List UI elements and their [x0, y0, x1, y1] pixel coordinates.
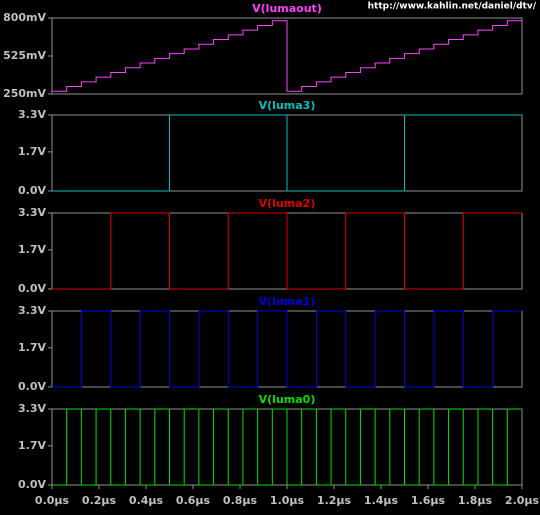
x-tick-label: 0.2µs [82, 494, 117, 507]
legend-title: V(luma2) [259, 197, 316, 210]
y-tick-label: 800mV [3, 11, 46, 24]
url-note: http://www.kahlin.net/daniel/dtv/ [368, 2, 537, 12]
x-tick-label: 1.6µs [411, 494, 446, 507]
y-tick-label: 0.0V [18, 282, 46, 295]
x-tick-label: 0.6µs [176, 494, 211, 507]
y-tick-label: 3.3V [18, 402, 46, 415]
y-tick-label: 1.7V [18, 145, 46, 158]
x-tick-label: 1.4µs [364, 494, 399, 507]
x-tick-label: 0.4µs [129, 494, 164, 507]
y-tick-label: 1.7V [18, 439, 46, 452]
x-tick-label: 2.0µs [505, 494, 540, 507]
waveform [52, 20, 522, 92]
y-tick-label: 1.7V [18, 243, 46, 256]
y-tick-label: 250mV [3, 87, 46, 100]
y-tick-label: 0.0V [18, 478, 46, 491]
legend-title: V(luma3) [259, 99, 316, 112]
waveform [52, 212, 522, 290]
x-tick-label: 1.8µs [458, 494, 493, 507]
y-tick-label: 1.7V [18, 341, 46, 354]
legend-title: V(luma1) [259, 295, 316, 308]
waveform [52, 408, 522, 486]
x-tick-label: 0.8µs [223, 494, 258, 507]
y-tick-label: 525mV [3, 49, 46, 62]
y-tick-label: 0.0V [18, 184, 46, 197]
x-tick-label: 1.0µs [270, 494, 305, 507]
y-tick-label: 0.0V [18, 380, 46, 393]
x-tick-label: 1.2µs [317, 494, 352, 507]
y-tick-label: 3.3V [18, 206, 46, 219]
waveform [52, 114, 522, 192]
legend-title: V(lumaout) [252, 2, 322, 15]
y-tick-label: 3.3V [18, 304, 46, 317]
waveform [52, 310, 522, 388]
y-tick-label: 3.3V [18, 108, 46, 121]
x-tick-label: 0.0µs [35, 494, 70, 507]
legend-title: V(luma0) [259, 393, 316, 406]
